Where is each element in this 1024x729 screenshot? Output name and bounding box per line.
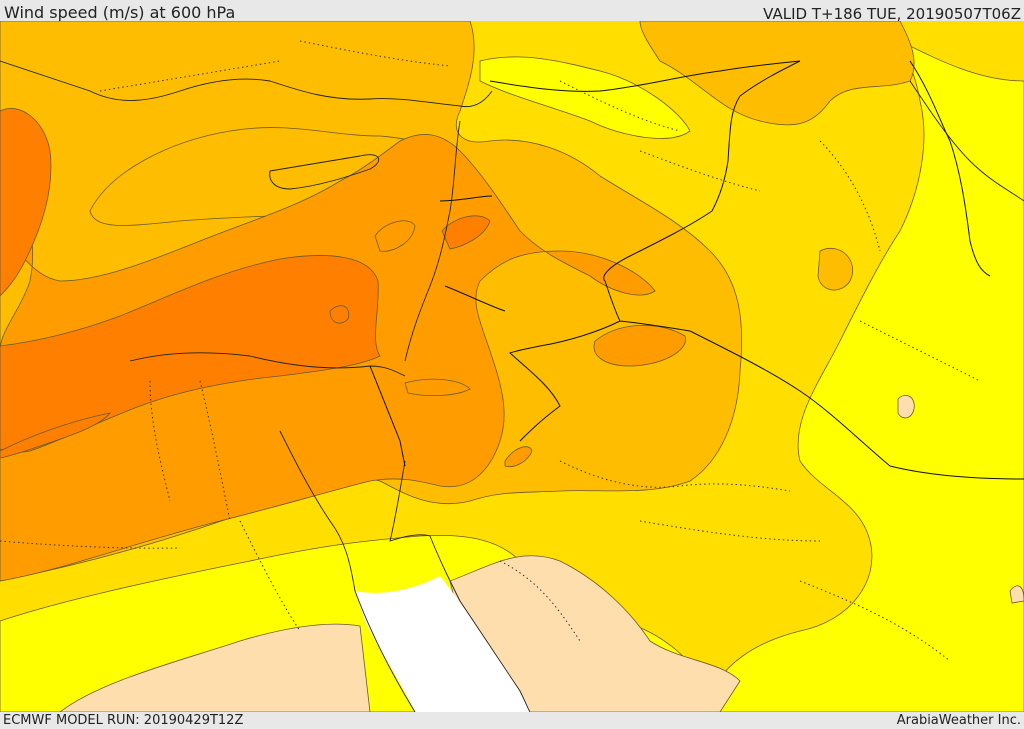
band-max-west xyxy=(0,108,52,297)
border-syria-iraq xyxy=(603,60,801,282)
coastline-red-sea-east xyxy=(429,535,531,712)
band-yellow-north xyxy=(479,56,691,139)
band-dark-orange-spot-3 xyxy=(504,446,533,468)
coastline-cyprus xyxy=(269,154,380,190)
band-max-spot-1 xyxy=(441,215,491,250)
admin-lines-egypt xyxy=(0,380,301,632)
band-pale-sw xyxy=(59,623,371,712)
admin-lines-turkey xyxy=(99,40,681,132)
valid-time: VALID T+186 TUE, 20190507T06Z xyxy=(763,5,1021,23)
coastline-egypt xyxy=(129,352,406,377)
border-iraq-iran xyxy=(909,60,991,277)
coastline-gulf xyxy=(909,80,1024,202)
border-syria-lebanon xyxy=(439,195,506,312)
admin-lines-arabia xyxy=(499,460,951,662)
coastline-turkey xyxy=(0,60,493,108)
coastline-sinai-gulf xyxy=(279,430,356,592)
admin-lines-iraq xyxy=(639,140,981,382)
wind-speed-map xyxy=(0,21,1024,712)
border-egypt-israel xyxy=(369,365,406,467)
band-pale-spot-2 xyxy=(1009,585,1024,604)
header-bar xyxy=(0,0,1024,21)
footer-bar xyxy=(0,712,1024,729)
map-title: Wind speed (m/s) at 600 hPa xyxy=(4,3,236,22)
band-max-spot-2 xyxy=(329,305,350,324)
band-dark-orange-spot-2 xyxy=(404,378,471,397)
model-run: ECMWF MODEL RUN: 20190429T12Z xyxy=(3,713,244,728)
band-orange-pocket xyxy=(817,248,853,291)
credit-text: ArabiaWeather Inc. xyxy=(896,713,1021,728)
border-syria-turkey xyxy=(489,60,801,92)
band-max-southwest xyxy=(0,412,111,459)
border-saudi-iraq xyxy=(689,330,1024,480)
band-dark-orange-spot-1 xyxy=(374,220,416,252)
coastline-aqaba xyxy=(389,460,431,542)
coastline-levant xyxy=(404,120,461,362)
coastline-red-sea-west xyxy=(354,590,416,712)
border-jordan-saudi xyxy=(509,320,621,442)
band-pale-spot-1 xyxy=(897,395,915,419)
band-dark-orange-east xyxy=(593,324,686,367)
border-jordan-iraq xyxy=(604,280,691,332)
sea-gap xyxy=(355,576,530,712)
